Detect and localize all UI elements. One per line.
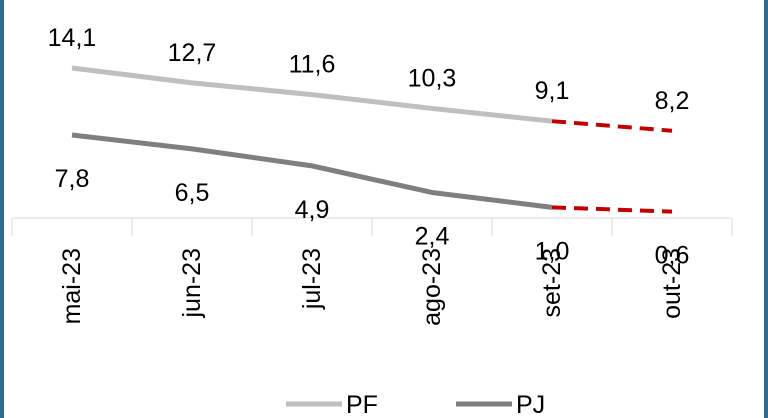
data-label-pf: 10,3 <box>408 64 457 92</box>
projection-line-pf <box>551 119 673 133</box>
category-label: jun-23 <box>178 248 206 319</box>
legend-label-pj: PJ <box>516 391 545 418</box>
series-line-pf <box>71 65 553 124</box>
data-label-pj: 4,9 <box>295 196 330 224</box>
projection-line-pj <box>551 205 673 214</box>
series-line-pj <box>71 132 553 210</box>
data-label-pf: 8,2 <box>655 87 690 115</box>
data-label-pf: 14,1 <box>48 24 97 52</box>
line-chart: 14,1 12,7 11,6 10,3 9,1 8,2 7,8 6,5 4,9 2,4 1,0 0,6… <box>11 24 733 418</box>
category-label: jul-23 <box>298 248 326 310</box>
category-label: set-23 <box>538 248 566 317</box>
category-label: ago-23 <box>418 248 446 326</box>
data-label-pj: 6,5 <box>175 179 210 207</box>
data-label-pj: 1,0 <box>535 237 570 265</box>
category-label: out-23 <box>658 248 686 319</box>
data-label-pj: 2,4 <box>415 222 450 250</box>
legend-label-pf: PF <box>346 391 378 418</box>
data-label-pf: 9,1 <box>535 77 570 105</box>
data-label-pf: 12,7 <box>168 39 217 67</box>
category-label: mai-23 <box>58 248 86 324</box>
data-label-pf: 11,6 <box>289 51 336 79</box>
data-label-pj: 0,6 <box>655 242 690 270</box>
data-label-pj: 7,8 <box>55 165 90 193</box>
